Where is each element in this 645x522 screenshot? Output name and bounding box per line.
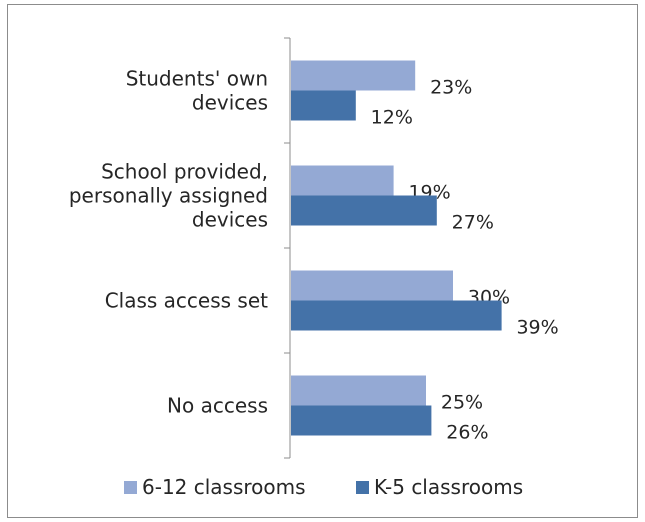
- data-label: 23%: [430, 77, 472, 99]
- data-label: 39%: [516, 317, 558, 339]
- category-label-line: Students' own: [126, 67, 268, 91]
- data-label: 26%: [446, 422, 488, 444]
- bar-6-12-0: [291, 60, 416, 91]
- category-label: Class access set: [105, 289, 268, 313]
- category-label: No access: [167, 394, 268, 418]
- data-label: 25%: [441, 392, 483, 414]
- legend: 6-12 classrooms K-5 classrooms: [124, 475, 523, 499]
- data-label: 12%: [371, 107, 413, 129]
- category-label-line: devices: [192, 91, 268, 115]
- legend-label: K-5 classrooms: [374, 475, 523, 499]
- category-label-line: Class access set: [105, 289, 268, 313]
- bar-6-12-3: [291, 375, 426, 406]
- legend-swatch: [124, 481, 137, 494]
- legend-label: 6-12 classrooms: [142, 475, 306, 499]
- legend-swatch: [356, 481, 369, 494]
- category-label-line: No access: [167, 394, 268, 418]
- category-label: Students' own devices: [126, 67, 268, 115]
- bar-k-5-1: [291, 195, 437, 226]
- bar-k-5-2: [291, 300, 502, 331]
- category-label-line: School provided,: [101, 160, 268, 184]
- bar-k-5-0: [291, 90, 356, 121]
- data-label: 27%: [452, 212, 494, 234]
- bar-k-5-3: [291, 405, 432, 436]
- bar-6-12-1: [291, 165, 394, 196]
- category-label-line: personally assigned: [69, 184, 268, 208]
- category-label-line: devices: [192, 208, 268, 232]
- bar-6-12-2: [291, 270, 453, 301]
- category-label: School provided, personally assigned devic…: [69, 160, 268, 232]
